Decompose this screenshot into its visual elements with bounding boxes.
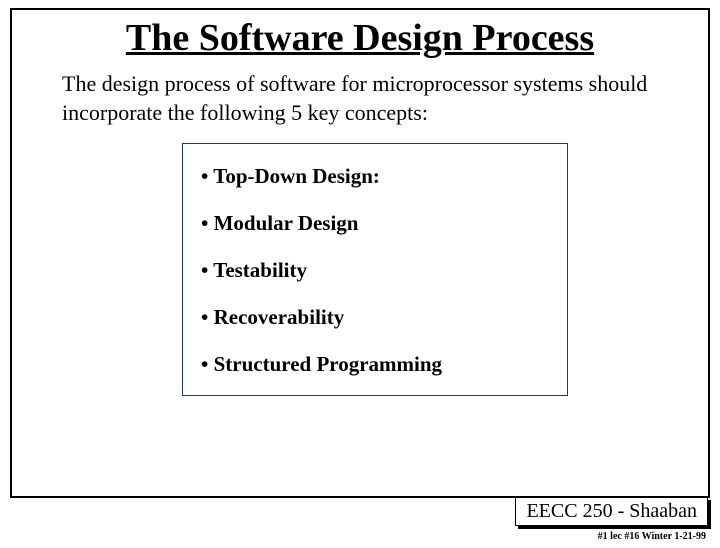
concept-label: Testability bbox=[213, 258, 307, 282]
concept-label: Top-Down Design: bbox=[213, 164, 380, 188]
concept-label: Recoverability bbox=[214, 305, 345, 329]
concepts-box: • Top-Down Design: • Modular Design • Te… bbox=[182, 143, 568, 396]
concept-item: • Structured Programming bbox=[201, 352, 559, 377]
concept-label: Structured Programming bbox=[214, 352, 442, 376]
footer-subtext: #1 lec #16 Winter 1-21-99 bbox=[598, 531, 706, 542]
concept-item: • Recoverability bbox=[201, 305, 559, 330]
slide-title: The Software Design Process bbox=[42, 16, 678, 60]
concept-item: • Modular Design bbox=[201, 211, 559, 236]
concept-label: Modular Design bbox=[214, 211, 359, 235]
concept-item: • Testability bbox=[201, 258, 559, 283]
intro-paragraph: The design process of software for micro… bbox=[62, 70, 658, 127]
slide-frame: The Software Design Process The design p… bbox=[10, 8, 710, 498]
concept-item: • Top-Down Design: bbox=[201, 164, 559, 189]
footer-badge: EECC 250 - Shaaban bbox=[515, 497, 708, 526]
